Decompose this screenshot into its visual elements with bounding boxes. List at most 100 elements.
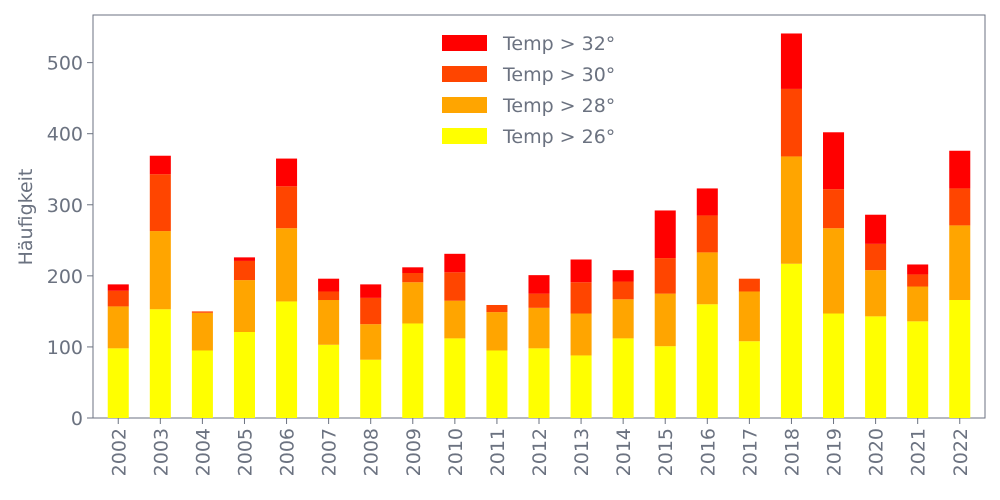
bar-2005-series-1: [233, 280, 255, 332]
bar-2010-series-1: [444, 300, 466, 339]
bar-2016-series-0: [696, 304, 718, 418]
legend-label: Temp > 32°: [502, 33, 615, 55]
bars-layer: [107, 33, 971, 418]
bar-2004-series-2: [191, 311, 213, 313]
x-tick-label: 2022: [950, 428, 972, 476]
bar-2010-series-3: [444, 253, 466, 273]
legend-swatch: [442, 35, 487, 51]
bar-2016-series-2: [696, 215, 718, 253]
x-tick-label: 2005: [234, 428, 256, 476]
bar-2018-series-3: [780, 33, 802, 89]
bar-2021-series-2: [907, 274, 929, 287]
bar-2006-series-3: [276, 158, 298, 187]
legend-label: Temp > 26°: [502, 126, 615, 148]
bar-2018-series-0: [780, 263, 802, 418]
bar-2010-series-0: [444, 338, 466, 418]
x-tick-label: 2018: [781, 428, 803, 476]
legend-swatch: [442, 97, 487, 113]
bar-2022-series-3: [949, 150, 971, 189]
y-tick-label: 300: [47, 195, 83, 217]
y-axis: 0 100 200 300 400 500: [47, 53, 93, 430]
x-tick-label: 2003: [150, 428, 172, 476]
bar-2013-series-0: [570, 355, 592, 418]
y-tick-label: 400: [47, 124, 83, 146]
bar-2006-series-2: [276, 186, 298, 229]
x-tick-label: 2011: [487, 428, 509, 476]
bar-2022-series-1: [949, 225, 971, 301]
x-tick-label: 2019: [824, 428, 846, 476]
bar-2020-series-0: [865, 316, 887, 418]
bar-2011-series-0: [486, 350, 508, 418]
bar-2003-series-3: [149, 155, 171, 175]
bar-2017-series-0: [738, 341, 760, 418]
bar-2018-series-2: [780, 88, 802, 157]
y-tick-label: 200: [47, 266, 83, 288]
bar-2020-series-3: [865, 214, 887, 244]
x-tick-label: 2008: [361, 428, 383, 476]
x-tick-label: 2012: [529, 428, 551, 476]
bar-2020-series-1: [865, 270, 887, 317]
legend: Temp > 32° Temp > 30° Temp > 28° Temp > 26°: [442, 33, 615, 148]
bar-2006-series-0: [276, 301, 298, 418]
y-axis-label: Häufigkeit: [15, 169, 37, 266]
bar-2010-series-2: [444, 272, 466, 301]
y-tick-label: 0: [71, 408, 83, 430]
bar-2004-series-1: [191, 312, 213, 351]
x-tick-label: 2014: [613, 428, 635, 476]
bar-2014-series-3: [612, 270, 634, 282]
bar-2019-series-2: [823, 189, 845, 229]
x-tick-label: 2010: [445, 428, 467, 476]
bar-2015-series-2: [654, 258, 676, 294]
bar-2007-series-3: [318, 278, 340, 292]
bar-2011-series-1: [486, 312, 508, 351]
bar-2007-series-1: [318, 300, 340, 345]
bar-2003-series-0: [149, 309, 171, 418]
x-tick-label: 2002: [108, 428, 130, 476]
x-tick-label: 2009: [403, 428, 425, 476]
y-tick-label: 100: [47, 337, 83, 359]
bar-2022-series-2: [949, 188, 971, 226]
legend-swatch: [442, 128, 487, 144]
bar-2018-series-1: [780, 156, 802, 264]
bar-2014-series-0: [612, 338, 634, 418]
x-tick-label: 2021: [908, 428, 930, 476]
bar-2004-series-0: [191, 350, 213, 418]
bar-2016-series-1: [696, 252, 718, 305]
bar-2009-series-3: [402, 267, 424, 274]
bar-2009-series-2: [402, 273, 424, 283]
bar-2005-series-0: [233, 332, 255, 418]
bar-2009-series-0: [402, 323, 424, 418]
x-tick-label: 2015: [655, 428, 677, 476]
bar-2012-series-2: [528, 293, 550, 308]
x-tick-label: 2013: [571, 428, 593, 476]
bar-2007-series-0: [318, 344, 340, 418]
bar-2020-series-2: [865, 243, 887, 271]
bar-2002-series-0: [107, 348, 129, 418]
bar-2017-series-1: [738, 291, 760, 342]
bar-2002-series-3: [107, 284, 129, 291]
legend-swatch: [442, 66, 487, 82]
bar-2011-series-2: [486, 304, 508, 313]
legend-label: Temp > 28°: [502, 95, 615, 117]
bar-2013-series-2: [570, 282, 592, 314]
bar-2008-series-1: [360, 324, 382, 360]
bar-2015-series-3: [654, 210, 676, 259]
bar-2015-series-1: [654, 293, 676, 347]
bar-2008-series-3: [360, 284, 382, 298]
bar-2007-series-2: [318, 291, 340, 301]
bar-2012-series-0: [528, 348, 550, 418]
x-tick-label: 2006: [277, 428, 299, 476]
bar-2014-series-2: [612, 281, 634, 300]
bar-2022-series-0: [949, 300, 971, 418]
x-tick-label: 2004: [192, 428, 214, 476]
bar-2005-series-2: [233, 260, 255, 281]
y-tick-label: 500: [47, 53, 83, 75]
bar-2002-series-1: [107, 306, 129, 349]
bar-2012-series-3: [528, 275, 550, 294]
bar-2019-series-3: [823, 132, 845, 190]
bar-2021-series-0: [907, 321, 929, 418]
bar-2019-series-0: [823, 313, 845, 418]
bar-2003-series-2: [149, 174, 171, 232]
bar-2013-series-3: [570, 259, 592, 283]
